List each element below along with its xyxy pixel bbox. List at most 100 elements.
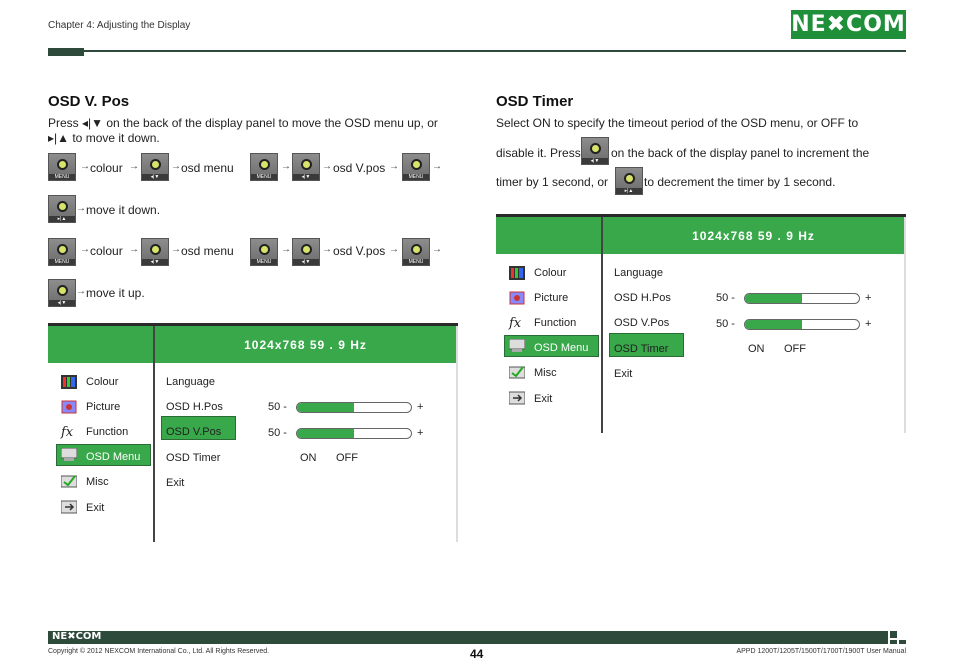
- osd-resolution-header: 1024x768 59 . 9 Hz: [155, 326, 456, 363]
- osd-sub-h-pos: OSD H.Pos: [166, 401, 223, 413]
- osd-menu-selected: [504, 335, 599, 357]
- v-pos-slider: [296, 428, 412, 439]
- osd-sub-selected: [161, 416, 236, 440]
- arrow-icon: →: [76, 203, 86, 214]
- osd-sub-language: Language: [614, 267, 663, 279]
- step-osd-vpos: osd V.pos: [333, 244, 386, 258]
- arrow-icon: →: [281, 161, 291, 172]
- osd-menu-item-osd-menu: OSD Menu: [86, 451, 141, 463]
- exit-icon: [60, 500, 78, 514]
- h-pos-plus: +: [417, 401, 424, 413]
- footer-manual-title: APPD 1200T/1205T/1500T/1700T/1900T User …: [736, 648, 906, 655]
- h-pos-value: 50 -: [716, 292, 735, 304]
- header-rule: [84, 50, 906, 52]
- chapter-title: Chapter 4: Adjusting the Display: [48, 20, 191, 31]
- osd-sub-timer: OSD Timer: [166, 452, 221, 464]
- arrow-icon: →: [281, 244, 291, 255]
- page-number: 44: [470, 647, 484, 661]
- footer-logo: NE✖COM: [52, 631, 102, 642]
- osd-menu-item-function: Function: [86, 426, 129, 438]
- osd-sub-exit: Exit: [614, 368, 633, 380]
- timer-off: OFF: [784, 343, 806, 355]
- down-button-image: ◂|▼: [292, 153, 320, 181]
- intro-line-2: ▸|▲ to move it down.: [48, 131, 160, 145]
- step-osd-menu: osd menu: [181, 244, 234, 258]
- down-button-image: ◂|▼: [581, 137, 609, 165]
- colour-icon: [509, 266, 525, 280]
- timer-line-3b: to decrement the timer by 1 second.: [644, 175, 836, 189]
- down-button-image: ◂|▼: [141, 153, 169, 181]
- h-pos-plus: +: [865, 292, 872, 304]
- osd-menu-item-exit: Exit: [86, 502, 105, 514]
- colour-icon: [61, 375, 77, 389]
- timer-line-2a: disable it. Press: [496, 146, 581, 160]
- function-icon: fx: [61, 425, 74, 440]
- footer-bar: [48, 631, 888, 644]
- osd-screen-left: 1024x768 59 . 9 Hz Colour Picture fx Fun…: [48, 323, 458, 542]
- v-pos-slider: [744, 319, 860, 330]
- osd-screen-right: 1024x768 59 . 9 Hz Colour Picture fx Fun…: [496, 214, 906, 433]
- osd-sub-v-pos: OSD V.Pos: [614, 317, 670, 329]
- step-move-down: move it down.: [86, 203, 161, 217]
- footer-square: [899, 640, 906, 644]
- v-pos-value: 50 -: [268, 427, 287, 439]
- osd-sub-exit: Exit: [166, 477, 185, 489]
- arrow-icon: →: [80, 244, 90, 255]
- step-osd-vpos: osd V.pos: [333, 161, 386, 175]
- misc-icon: [508, 365, 526, 379]
- up-button-image: ▸|▲: [615, 167, 643, 195]
- osd-menu-selected: [56, 444, 151, 466]
- arrow-icon: →: [76, 286, 86, 297]
- osd-menu-item-colour: Colour: [534, 267, 567, 279]
- misc-icon: [60, 474, 78, 488]
- h-pos-value: 50 -: [268, 401, 287, 413]
- down-button-image: ◂|▼: [292, 238, 320, 266]
- menu-button-image: MENU: [402, 238, 430, 266]
- up-button-image: ▸|▲: [48, 195, 76, 223]
- osd-menu-item-function: Function: [534, 317, 577, 329]
- osd-menu-item-misc: Misc: [86, 476, 109, 488]
- menu-button-image: MENU: [402, 153, 430, 181]
- arrow-icon: →: [129, 161, 139, 172]
- step-colour: colour: [90, 244, 123, 258]
- arrow-icon: →: [322, 161, 332, 172]
- step-colour: colour: [90, 161, 123, 175]
- h-pos-slider: [296, 402, 412, 413]
- picture-icon: [61, 400, 77, 414]
- arrow-icon: →: [432, 161, 442, 172]
- menu-button-image: MENU: [48, 238, 76, 266]
- arrow-icon: →: [171, 244, 181, 255]
- step-osd-menu: osd menu: [181, 161, 234, 175]
- timer-line-2b: on the back of the display panel to incr…: [611, 146, 870, 160]
- osd-sub-timer: OSD Timer: [614, 343, 669, 355]
- osd-menu-icon: [508, 338, 526, 353]
- v-pos-plus: +: [417, 427, 424, 439]
- osd-menu-item-colour: Colour: [86, 376, 119, 388]
- function-icon: fx: [509, 316, 522, 331]
- osd-sub-language: Language: [166, 376, 215, 388]
- timer-line-1: Select ON to specify the timeout period …: [496, 116, 859, 130]
- intro-line-1: Press ◂|▼ on the back of the display pan…: [48, 116, 438, 130]
- arrow-icon: →: [389, 244, 399, 255]
- timer-on: ON: [748, 343, 765, 355]
- footer-square: [890, 640, 897, 644]
- footer-copyright: Copyright © 2012 NEXCOM International Co…: [48, 648, 270, 655]
- arrow-icon: →: [80, 161, 90, 172]
- section-title-osd-v-pos: OSD V. Pos: [48, 93, 130, 110]
- arrow-icon: →: [322, 244, 332, 255]
- down-button-image: ◂|▼: [141, 238, 169, 266]
- exit-icon: [508, 391, 526, 405]
- header-rule-accent: [48, 48, 84, 56]
- timer-line-3a: timer by 1 second, or: [496, 175, 609, 189]
- arrow-icon: →: [432, 244, 442, 255]
- timer-on: ON: [300, 452, 317, 464]
- nexcom-logo: NE✖COM: [791, 10, 906, 39]
- arrow-icon: →: [129, 244, 139, 255]
- timer-off: OFF: [336, 452, 358, 464]
- osd-sub-h-pos: OSD H.Pos: [614, 292, 671, 304]
- arrow-icon: →: [171, 161, 181, 172]
- osd-sub-v-pos: OSD V.Pos: [166, 426, 222, 438]
- osd-sub-selected: [609, 333, 684, 357]
- osd-resolution-header: 1024x768 59 . 9 Hz: [603, 217, 904, 254]
- menu-button-image: MENU: [250, 153, 278, 181]
